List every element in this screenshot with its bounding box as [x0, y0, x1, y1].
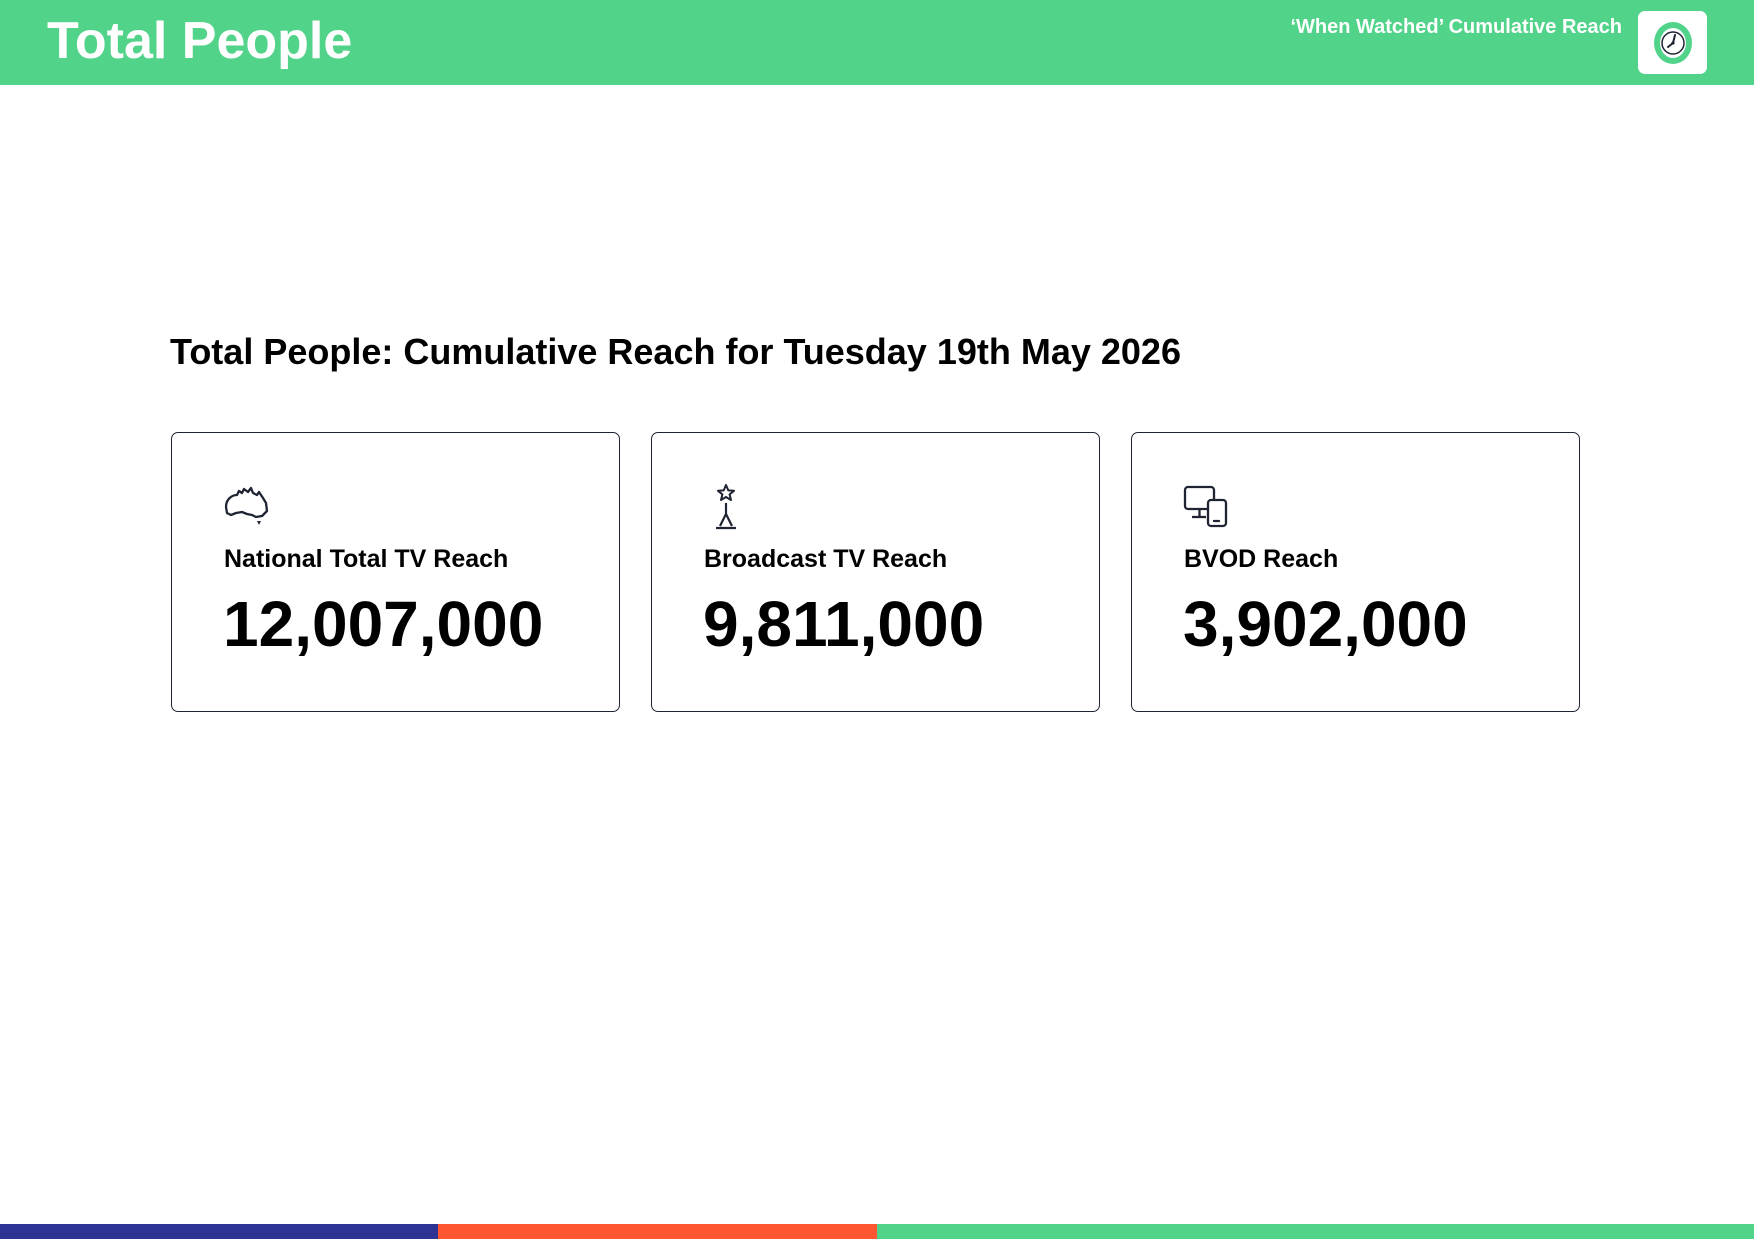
- reach-card-broadcast: Broadcast TV Reach 9,811,000: [651, 432, 1100, 712]
- clock-icon: [1654, 22, 1692, 64]
- report-heading: Total People: Cumulative Reach for Tuesd…: [170, 331, 1181, 372]
- footer-stripe-navy: [0, 1224, 438, 1239]
- card-label: Broadcast TV Reach: [704, 545, 948, 573]
- header-banner: Total People ‘When Watched’ Cumulative R…: [0, 0, 1754, 85]
- reach-card-bvod: BVOD Reach 3,902,000: [1131, 432, 1580, 712]
- footer-stripe-orange: [438, 1224, 877, 1239]
- card-label: National Total TV Reach: [224, 545, 509, 573]
- reach-card-national: National Total TV Reach 12,007,000: [171, 432, 620, 712]
- report-type-label: ‘When Watched’ Cumulative Reach: [1290, 16, 1622, 38]
- page-title: Total People: [47, 12, 353, 70]
- card-value: 3,902,000: [1183, 588, 1468, 660]
- card-label: BVOD Reach: [1184, 545, 1339, 573]
- australia-map-icon: [224, 486, 269, 525]
- footer-stripe-green: [877, 1224, 1754, 1239]
- devices-icon: [1183, 485, 1228, 528]
- broadcast-tower-icon: [716, 484, 736, 530]
- card-value: 12,007,000: [223, 588, 544, 660]
- card-value: 9,811,000: [703, 588, 985, 660]
- logo-tile: [1638, 11, 1707, 74]
